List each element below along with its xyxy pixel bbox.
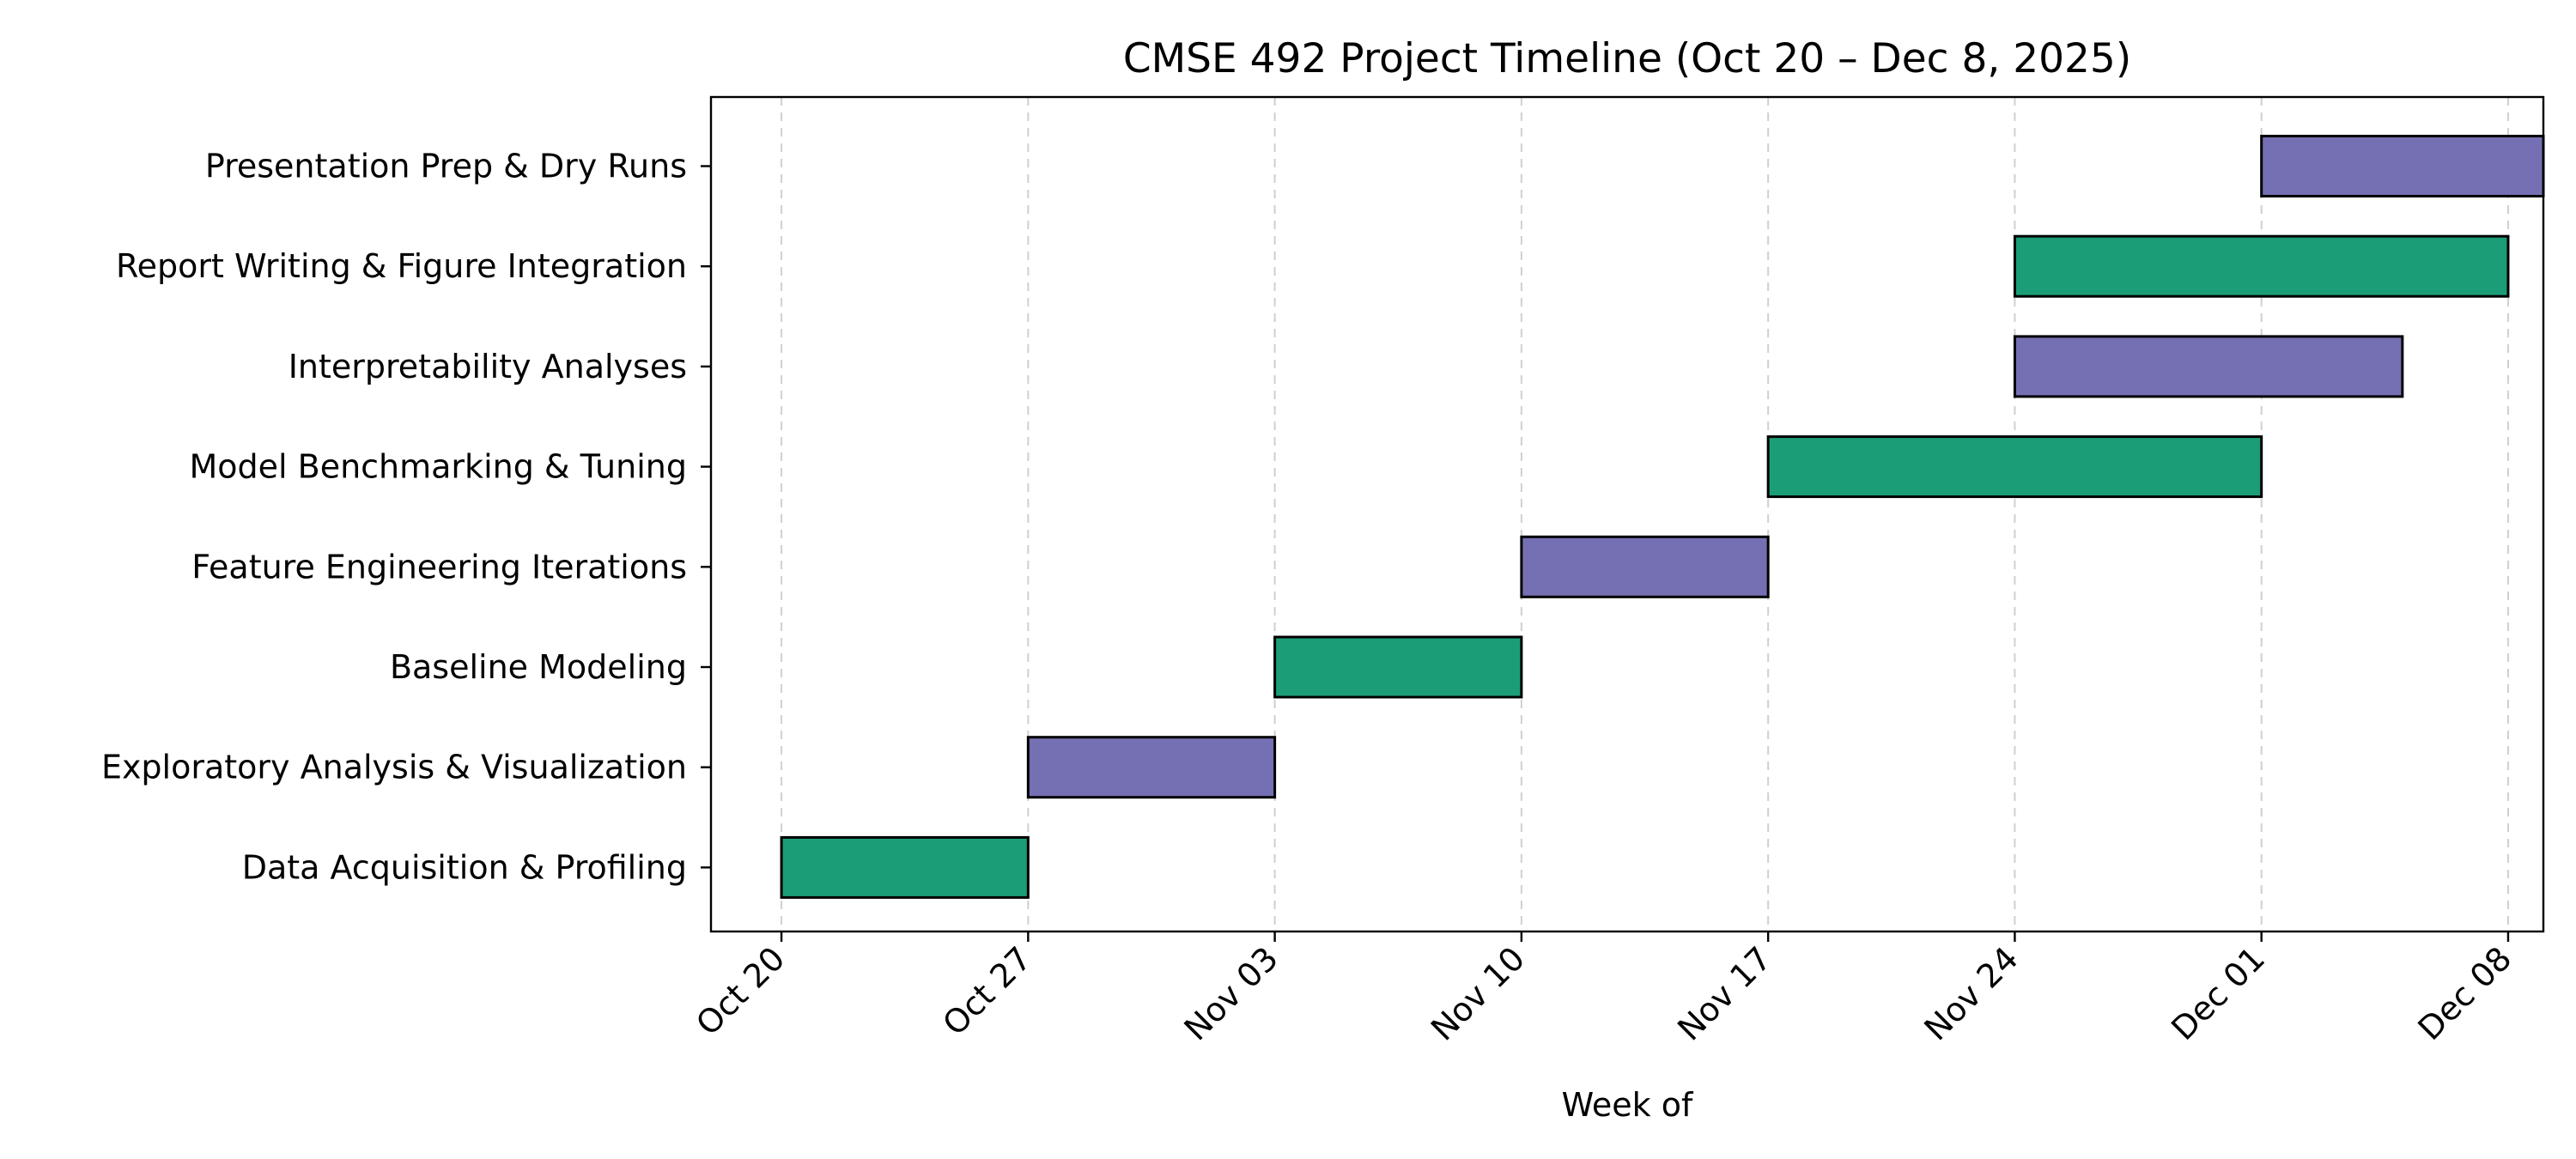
x-axis-label: Week of [1562, 1086, 1694, 1124]
y-tick-label: Interpretability Analyses [289, 348, 687, 385]
x-tick-label: Oct 20 [689, 939, 792, 1042]
x-axis: Oct 20 Oct 27 Nov 03 Nov 10 Nov 17 Nov 24 Dec … [689, 931, 2518, 1048]
y-tick-label: Presentation Prep & Dry Runs [205, 148, 687, 185]
x-tick-label: Nov 10 [1424, 939, 1532, 1047]
y-tick-label: Data Acquisition & Profiling [242, 848, 687, 886]
y-tick-label: Baseline Modeling [390, 648, 687, 686]
plot-frame [709, 95, 2545, 933]
task-bar [1026, 736, 1277, 799]
bar-layer [780, 135, 2545, 899]
x-tick-label: Dec 08 [2410, 939, 2518, 1047]
y-tick-label: Feature Engineering Iterations [191, 548, 687, 586]
y-tick-label: Model Benchmarking & Tuning [189, 448, 687, 486]
grid-layer [781, 97, 2509, 931]
task-bar [2260, 135, 2545, 197]
task-bar [2013, 234, 2510, 298]
y-axis: Data Acquisition & Profiling Exploratory … [101, 148, 711, 886]
task-bar [1766, 435, 2263, 499]
x-tick-label: Nov 03 [1177, 939, 1285, 1047]
x-tick-label: Dec 01 [2164, 939, 2272, 1047]
task-bar [1273, 635, 1523, 699]
task-bar [2013, 335, 2404, 398]
x-tick-label: Nov 17 [1670, 939, 1778, 1047]
task-bar [1520, 535, 1770, 598]
y-tick-label: Exploratory Analysis & Visualization [101, 749, 687, 786]
chart-title: CMSE 492 Project Timeline (Oct 20 – Dec … [1123, 35, 2131, 82]
task-bar [780, 835, 1030, 899]
x-tick-label: Nov 24 [1917, 939, 2025, 1047]
y-tick-label: Report Writing & Figure Integration [116, 247, 687, 285]
x-tick-label: Oct 27 [935, 939, 1038, 1042]
